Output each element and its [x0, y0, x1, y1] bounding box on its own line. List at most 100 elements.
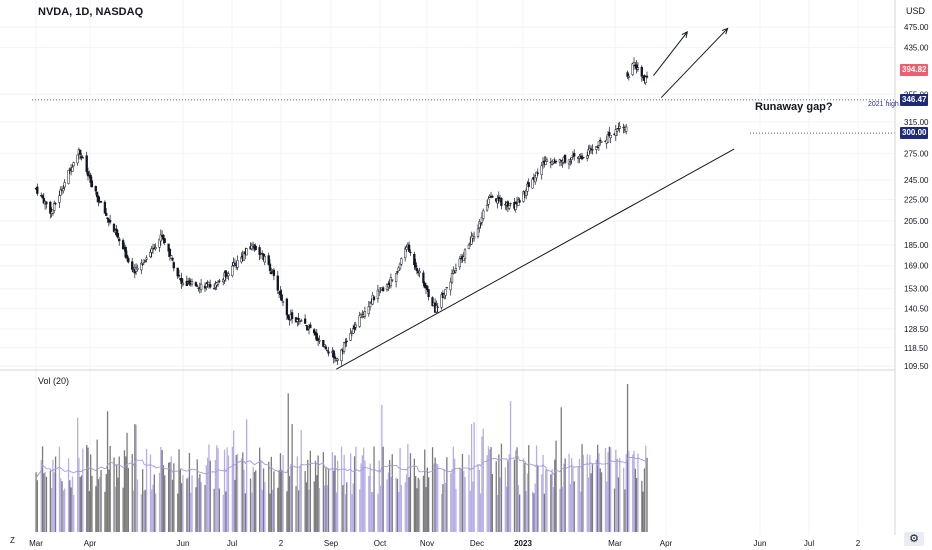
candle: [196, 283, 199, 288]
volume-bar: [642, 491, 644, 532]
y-tick-label: 205.00: [904, 217, 929, 226]
volume-bar: [581, 444, 583, 532]
zoom-button[interactable]: Z: [10, 536, 15, 545]
volume-bar: [577, 466, 579, 532]
candle-body: [606, 134, 610, 143]
candle-body: [480, 216, 484, 223]
volume-bar: [496, 494, 499, 532]
x-tick-label: Jul: [227, 539, 237, 548]
volume-bar: [123, 450, 126, 532]
volume-bar: [45, 476, 48, 532]
volume-bar: [317, 455, 319, 532]
candle: [81, 155, 84, 159]
candle: [545, 157, 549, 162]
candle: [272, 267, 276, 281]
volume-bar: [187, 477, 189, 532]
candle: [90, 176, 94, 188]
volume-bar: [288, 475, 291, 532]
candle-body: [522, 191, 525, 202]
volume-bar: [177, 493, 179, 532]
volume-bar: [418, 479, 421, 532]
candle-body: [508, 205, 511, 209]
candle: [250, 242, 253, 251]
time-axis[interactable]: Mar Apr Jun Jul 2 Sep Oct Nov Dec 2023 Mar Apr Jun Ju…: [29, 539, 861, 548]
x-tick-label: Apr: [84, 539, 97, 548]
volume-bar: [231, 446, 233, 532]
candle: [59, 186, 62, 196]
candle-body: [172, 262, 175, 269]
volume-bar: [519, 494, 521, 532]
volume-bar: [278, 470, 280, 532]
candle: [167, 243, 170, 258]
volume-bar: [508, 453, 510, 532]
candle: [414, 258, 417, 271]
volume-bar: [67, 458, 70, 532]
volume-bar: [563, 463, 565, 532]
candle-body: [414, 262, 417, 268]
volume-bar: [495, 461, 497, 532]
gear-icon[interactable]: ⚙: [904, 532, 924, 546]
volume-label[interactable]: Vol (20): [38, 376, 70, 386]
candle-body: [67, 170, 70, 184]
candle-body: [367, 306, 370, 314]
volume-bar: [369, 463, 371, 532]
volume-bar: [235, 455, 237, 532]
candle-body: [368, 302, 372, 308]
candle-body: [233, 263, 237, 265]
candle-body: [36, 186, 39, 194]
candle-body: [609, 135, 612, 139]
volume-bar: [82, 448, 84, 532]
volume-bar: [582, 454, 584, 532]
volume-bar: [178, 449, 180, 532]
currency-label: USD: [906, 6, 926, 16]
candle-body: [270, 271, 273, 275]
candle-body: [342, 342, 346, 352]
candle-body: [305, 325, 308, 327]
volume-bar: [633, 450, 635, 532]
candle: [209, 279, 212, 289]
candle-body: [290, 312, 294, 319]
candle: [158, 238, 161, 252]
volume-bar: [428, 477, 430, 532]
volume-bar: [79, 476, 81, 532]
volume-bar: [473, 422, 475, 532]
x-tick-label: Dec: [470, 539, 484, 548]
volume-bar: [586, 454, 588, 532]
candle-body: [297, 318, 300, 321]
candle: [41, 194, 44, 199]
volume-bar: [525, 491, 527, 532]
candle: [540, 162, 543, 180]
candle-body: [309, 324, 312, 329]
candle: [436, 303, 439, 313]
candle-body: [354, 324, 357, 328]
candle: [476, 224, 480, 239]
candle-body: [344, 342, 347, 344]
volume-bar: [104, 491, 106, 532]
volume-bar: [416, 488, 418, 532]
symbol-title[interactable]: NVDA, 1D, NASDAQ: [38, 6, 144, 18]
candle-body: [218, 280, 221, 282]
volume-bar: [534, 483, 536, 532]
candle-body: [554, 160, 558, 163]
volume-bar: [127, 467, 129, 532]
candle-body: [171, 257, 174, 261]
arrow-head: [681, 31, 689, 38]
y-tick-label: 140.50: [904, 304, 929, 313]
volume-bar: [636, 477, 638, 532]
candle-body: [231, 265, 234, 276]
candle-body: [280, 294, 283, 301]
candle: [163, 238, 166, 246]
volume-bar: [307, 459, 309, 532]
candle: [342, 341, 346, 354]
volume-bar: [145, 448, 148, 532]
volume-bar: [637, 453, 639, 532]
candle-body: [42, 198, 45, 204]
candle-body: [224, 270, 227, 278]
candle-body: [72, 162, 75, 167]
volume-bar: [390, 476, 392, 532]
volume-bar: [477, 464, 479, 532]
volume-bar: [619, 457, 621, 532]
candle-body: [470, 236, 473, 245]
candle: [324, 344, 328, 350]
